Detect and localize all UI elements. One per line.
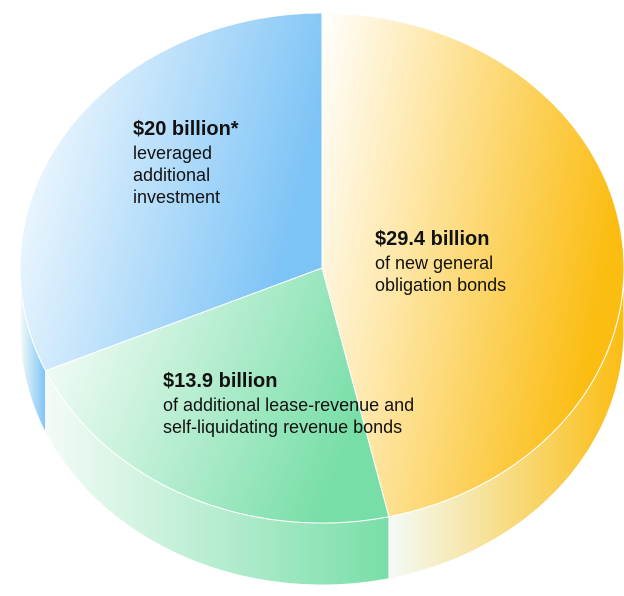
value-label: $13.9 billion xyxy=(163,370,278,392)
value-label: $20 billion* xyxy=(133,118,239,140)
slice-label: $20 billion* leveraged additional investm… xyxy=(133,116,258,208)
slice-label: $29.4 billion of new general obligation b… xyxy=(375,226,550,296)
slice xyxy=(44,267,390,524)
slice xyxy=(19,12,323,372)
category-label: leveraged additional investment xyxy=(133,143,221,207)
slice-label: $13.9 billion of additional lease-revenue… xyxy=(163,368,438,438)
value-label: $29.4 billion xyxy=(375,228,490,250)
slice xyxy=(321,12,624,518)
category-label: of additional lease-revenue and self-liq… xyxy=(163,395,415,437)
category-label: of new general obligation bonds xyxy=(375,253,507,295)
